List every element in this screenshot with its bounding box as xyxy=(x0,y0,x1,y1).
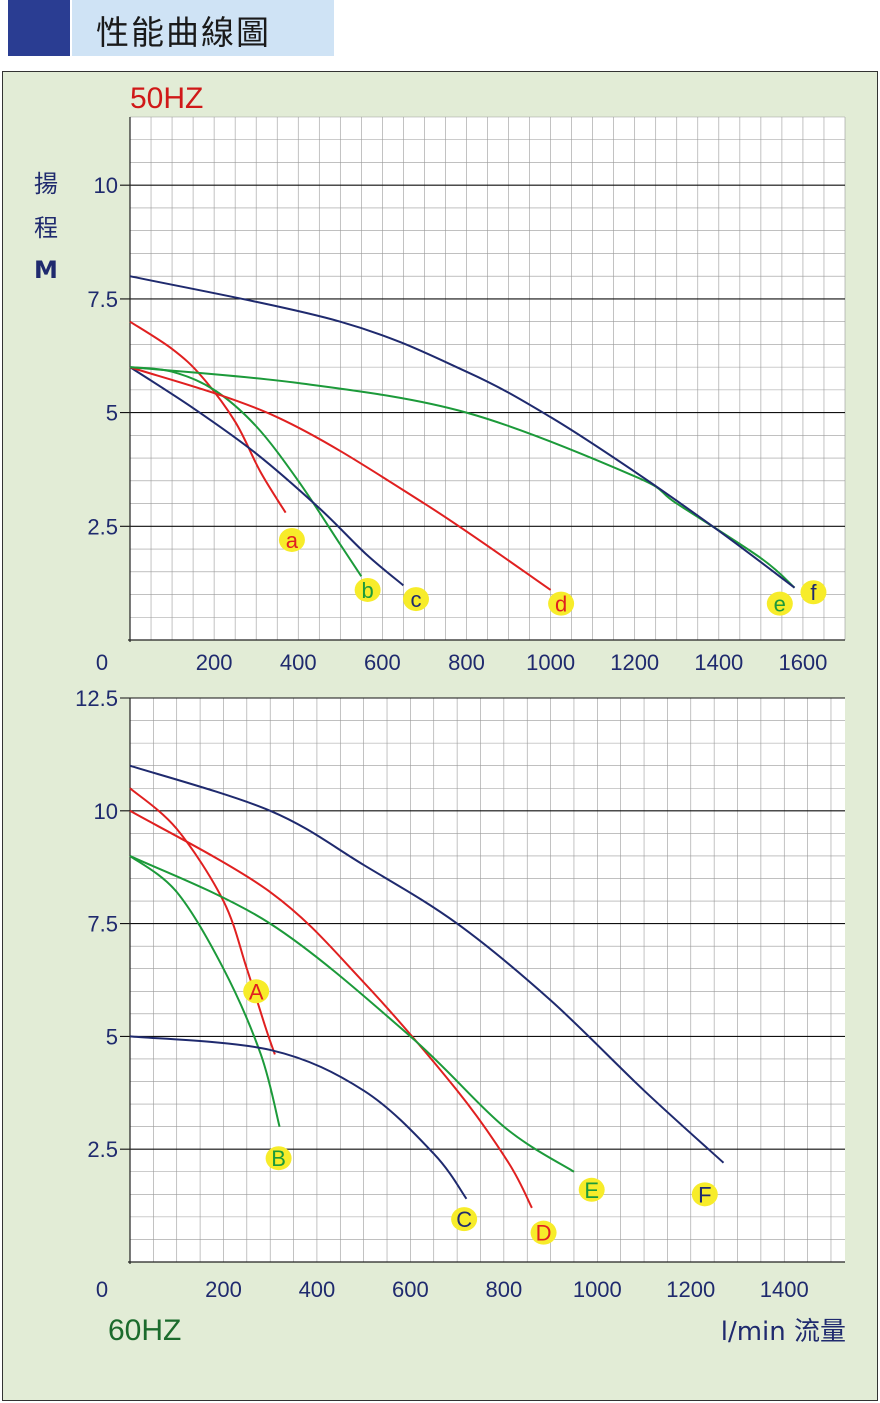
curve-f-badge xyxy=(800,580,827,605)
curve-c-line xyxy=(129,366,405,587)
curve-b-line xyxy=(129,366,363,577)
x-tick-label-50hz: 800 xyxy=(448,650,485,675)
x-tick-label-60hz: 800 xyxy=(485,1277,522,1302)
curve-a-line xyxy=(129,320,287,514)
curve-e-line xyxy=(129,366,796,589)
y-tick-label-60hz: 10 xyxy=(94,799,118,824)
x-tick-label-60hz: 1000 xyxy=(573,1277,622,1302)
curve-B-label: B xyxy=(271,1146,286,1171)
curve-D-label: D xyxy=(536,1221,552,1246)
curve-e-label: e xyxy=(774,592,786,617)
curve-D-line xyxy=(129,809,533,1209)
y-tick-label-60hz: 5 xyxy=(106,1024,118,1049)
x-tick-label-60hz: 400 xyxy=(299,1277,336,1302)
curve-C-line xyxy=(129,1035,468,1200)
curve-C-badge xyxy=(451,1207,478,1232)
curve-b-label: b xyxy=(362,578,374,603)
x-tick-label-50hz: 1600 xyxy=(778,650,827,675)
curve-c-badge xyxy=(403,587,429,612)
curve-d-label: d xyxy=(555,592,567,617)
curve-e-badge xyxy=(766,591,793,616)
x-tick-label-60hz: 600 xyxy=(392,1277,429,1302)
x-tick-label-50hz: 1200 xyxy=(610,650,659,675)
x-tick-label-60hz: 200 xyxy=(205,1277,242,1302)
curve-F-line xyxy=(129,764,725,1164)
curve-f-line xyxy=(129,275,796,589)
curve-B-badge xyxy=(265,1146,292,1171)
curve-b-badge xyxy=(354,577,381,602)
plot-area-60hz xyxy=(130,698,845,1262)
curve-E-label: E xyxy=(584,1178,599,1203)
curve-d-line xyxy=(129,366,552,591)
x-tick-label-60hz: 1400 xyxy=(760,1277,809,1302)
curve-A-line xyxy=(129,787,276,1055)
x-tick-label-50hz: 1000 xyxy=(526,650,575,675)
y-tick-label-50hz: 2.5 xyxy=(87,514,118,539)
curve-d-badge xyxy=(548,591,575,616)
curve-A-label: A xyxy=(249,979,264,1004)
curve-C-label: C xyxy=(456,1207,472,1232)
y-axis-label-50hz: 程 xyxy=(34,214,58,242)
x-tick-label-50hz: 400 xyxy=(280,650,317,675)
curve-E-badge xyxy=(578,1177,605,1202)
y-axis-label-50hz: M xyxy=(34,256,58,284)
curve-B-line xyxy=(129,855,281,1127)
x-tick-label-50hz: 1400 xyxy=(694,650,743,675)
y-tick-label-50hz: 5 xyxy=(106,401,118,426)
y-axis-label-50hz: 揚 xyxy=(34,170,58,198)
header-accent-block xyxy=(8,0,70,56)
curve-F-label: F xyxy=(698,1182,711,1207)
chart-title-50hz: 50HZ xyxy=(130,82,203,115)
x-tick-label-50hz: 0 xyxy=(96,650,108,675)
header-band xyxy=(72,0,334,56)
curve-E-line xyxy=(129,855,575,1173)
y-tick-label-60hz: 12.5 xyxy=(75,686,118,711)
curve-A-badge xyxy=(243,979,270,1004)
x-tick-label-50hz: 200 xyxy=(196,650,233,675)
x-tick-label-50hz: 600 xyxy=(364,650,401,675)
curve-a-label: a xyxy=(286,528,299,553)
y-tick-label-60hz: 7.5 xyxy=(87,912,118,937)
y-tick-label-50hz: 7.5 xyxy=(87,287,118,312)
x-tick-label-60hz: 1200 xyxy=(666,1277,715,1302)
y-tick-label-50hz: 10 xyxy=(94,173,118,198)
curve-F-badge xyxy=(691,1182,718,1207)
curve-a-badge xyxy=(278,527,305,552)
page-title: 性能曲線圖 xyxy=(96,13,271,52)
curve-f-label: f xyxy=(810,580,817,605)
y-tick-label-60hz: 2.5 xyxy=(87,1137,118,1162)
x-axis-label-60hz: l/min 流量 xyxy=(721,1317,846,1347)
curve-c-label: c xyxy=(411,587,422,612)
curve-D-badge xyxy=(530,1220,557,1245)
x-tick-label-60hz: 0 xyxy=(96,1277,108,1302)
chart-title-60hz: 60HZ xyxy=(108,1314,181,1347)
